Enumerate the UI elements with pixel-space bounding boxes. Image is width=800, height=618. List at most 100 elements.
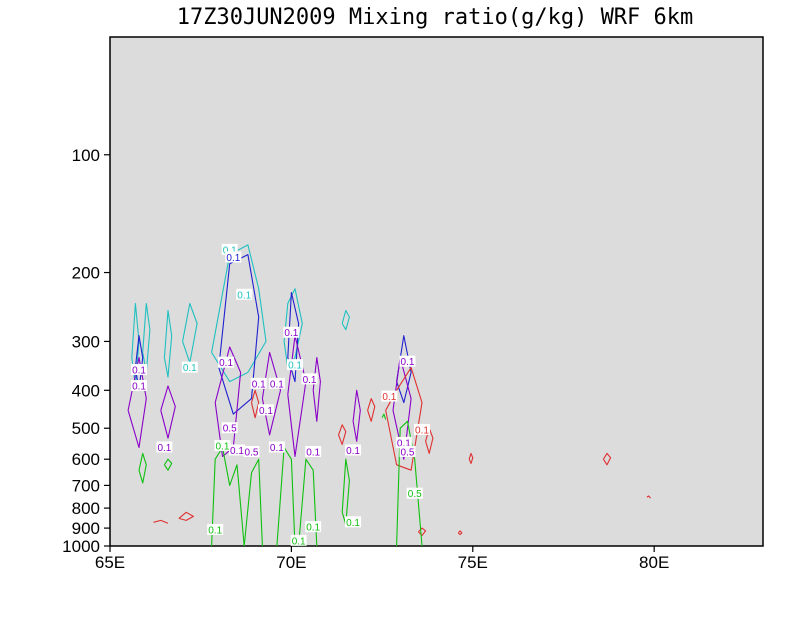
contour-label-text-27: 0.1 (346, 518, 360, 529)
contour-3-4 (367, 398, 376, 422)
contour-label-bg-23 (305, 445, 322, 457)
contour-label-7: 0.1 (287, 359, 304, 372)
contour-label-bg-17 (395, 436, 412, 448)
contour-label-14: 0.1 (257, 404, 274, 417)
contour-label-2: 0.1 (236, 288, 253, 301)
contour-label-bg-6 (283, 326, 300, 338)
contour-3-9 (468, 452, 474, 464)
contour-label-15: 0.5 (221, 422, 238, 435)
contour-label-29: 0.1 (207, 523, 224, 536)
contour-label-text-12: 0.1 (303, 375, 317, 386)
contour-label-bg-28 (305, 521, 322, 533)
contour-4-6 (341, 458, 350, 525)
contour-3-1 (178, 511, 194, 521)
contour-label-18: 0.1 (156, 441, 173, 454)
contour-label-text-19: 0.1 (216, 441, 230, 452)
contour-label-bg-10 (250, 377, 267, 389)
contour-label-layer: 0.10.10.10.1 0.1 0.10.10.1 0.10.1 0.1 0.1 0.10… (131, 243, 430, 547)
contour-label-bg-3 (131, 364, 148, 376)
contour-2-6 (352, 389, 361, 442)
contour-label-text-30: 0.1 (292, 536, 306, 547)
contour-label-bg-5 (218, 356, 235, 368)
contour-label-8: 0.1 (399, 355, 416, 368)
contour-label-19: 0.1 (214, 439, 231, 452)
contour-label-text-17: 0.1 (397, 438, 411, 449)
y-tick-label-4: 500 (72, 419, 100, 438)
y-tick-label-5: 600 (72, 450, 100, 469)
contour-3-3 (337, 424, 347, 445)
contour-label-bg-7 (287, 359, 304, 371)
contour-label-22: 0.1 (268, 441, 285, 454)
contour-label-17: 0.1 (395, 436, 412, 449)
contour-label-0: 0.1 (221, 243, 238, 256)
contour-label-text-26: 0.5 (408, 489, 422, 500)
contour-label-bg-26 (406, 487, 423, 499)
contour-label-bg-16 (413, 423, 430, 435)
contour-label-23: 0.1 (305, 445, 322, 458)
contour-label-30: 0.1 (290, 534, 307, 547)
contour-label-text-1: 0.1 (226, 253, 240, 264)
contour-0-0 (131, 302, 140, 387)
chart-title: 17Z30JUN2009 Mixing ratio(g/kg) WRF 6km (177, 5, 694, 30)
x-tick-label-3: 80E (639, 553, 669, 572)
contour-label-bg-9 (131, 380, 148, 392)
contour-label-text-7: 0.1 (288, 361, 302, 372)
contour-label-13: 0.1 (381, 390, 398, 403)
contour-1-3 (396, 335, 412, 404)
contour-4-2 (211, 446, 245, 547)
contour-1-2 (287, 292, 300, 383)
contour-label-text-24: 0.1 (346, 446, 360, 457)
y-tick-label-6: 700 (72, 476, 100, 495)
contour-label-text-3: 0.1 (132, 366, 146, 377)
contour-label-bg-29 (207, 523, 224, 535)
contour-label-bg-27 (345, 516, 362, 528)
contour-label-1: 0.1 (225, 251, 242, 264)
contour-label-bg-24 (345, 444, 362, 456)
contour-label-text-0: 0.1 (223, 245, 237, 256)
contour-label-11: 0.1 (268, 377, 285, 390)
contour-label-text-6: 0.1 (284, 328, 298, 339)
contour-label-6: 0.1 (283, 326, 300, 339)
contour-label-12: 0.1 (301, 373, 318, 386)
contour-label-28: 0.1 (305, 521, 322, 534)
contour-0-6 (341, 309, 350, 331)
contour-3-5 (385, 367, 423, 471)
contour-label-27: 0.1 (345, 516, 362, 529)
contour-label-text-10: 0.1 (252, 379, 266, 390)
contour-label-24: 0.1 (345, 444, 362, 457)
y-tick-label-7: 800 (72, 499, 100, 518)
contour-label-bg-4 (181, 361, 198, 373)
contour-2-5 (312, 357, 321, 422)
contour-label-bg-0 (221, 243, 238, 255)
contour-1-1 (218, 254, 260, 415)
contour-label-3: 0.1 (131, 364, 148, 377)
contour-label-text-25: 0.5 (401, 447, 415, 458)
contour-label-bg-19 (214, 439, 231, 451)
contour-label-26: 0.5 (406, 487, 423, 500)
contour-4-8 (381, 413, 387, 420)
y-tick-label-1: 200 (72, 264, 100, 283)
contour-3-11 (646, 495, 651, 499)
y-tick-label-9: 1000 (62, 537, 100, 556)
contour-label-text-16: 0.1 (415, 425, 429, 436)
contour-label-20: 0.1 (228, 444, 245, 457)
x-tick-label-1: 70E (276, 553, 306, 572)
contour-2-3 (261, 351, 282, 436)
contour-label-4: 0.1 (181, 361, 198, 374)
contour-label-bg-22 (268, 441, 285, 453)
contour-label-bg-21 (243, 445, 260, 457)
y-tick-label-8: 900 (72, 519, 100, 538)
contour-label-bg-18 (156, 441, 173, 453)
contour-4-4 (276, 446, 296, 547)
contour-3-10 (602, 452, 612, 466)
contour-label-text-9: 0.1 (132, 382, 146, 393)
plot-area (109, 36, 764, 547)
contour-label-text-23: 0.1 (306, 447, 320, 458)
contour-label-text-22: 0.1 (270, 443, 284, 454)
contour-label-bg-8 (399, 355, 416, 367)
contour-label-text-29: 0.1 (208, 525, 222, 536)
contour-label-text-21: 0.5 (245, 447, 259, 458)
contour-label-text-11: 0.1 (270, 379, 284, 390)
contour-label-21: 0.5 (243, 445, 260, 458)
contour-label-16: 0.1 (413, 423, 430, 436)
